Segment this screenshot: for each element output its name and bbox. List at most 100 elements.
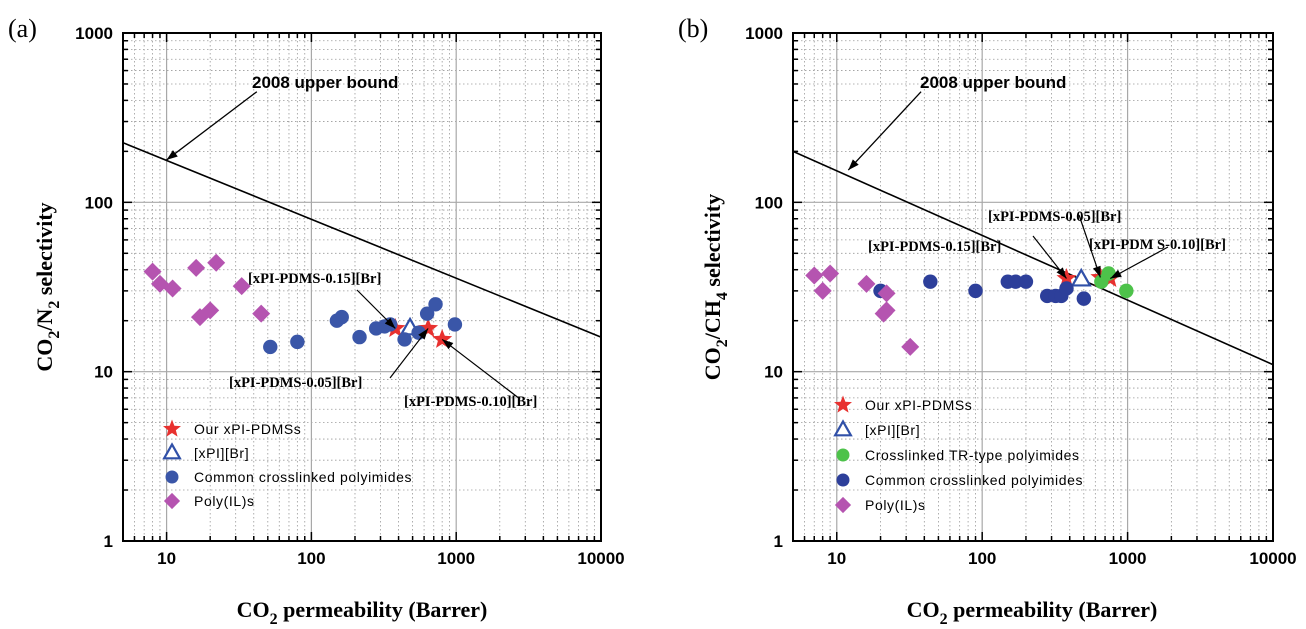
annotation-label: [xPI-PDMS-0.15][Br] — [868, 239, 1001, 255]
x-tick-label: 10000 — [577, 549, 624, 568]
upper-bound-label: 2008 upper bound — [252, 73, 398, 92]
annotation-label: [xPI-PDMS-0.05][Br] — [229, 375, 362, 391]
data-point — [821, 264, 840, 283]
annotation-arrowhead — [1093, 265, 1101, 278]
y-tick-label: 100 — [85, 193, 113, 212]
data-point — [232, 277, 251, 296]
annotation-label: [xPI-PDMS-0.05][Br] — [988, 209, 1121, 225]
x-axis-label: CO2 permeability (Barrer) — [907, 597, 1158, 628]
chart-panel-b: 10 100 1000 10000 1 10 100 1000 (b) CO2 permeabil… — [678, 14, 1297, 628]
x-tick-label: 1000 — [1109, 549, 1147, 568]
legend: Our xPI-PDMSs [xPI][Br] Common crosslinked… — [162, 419, 412, 510]
legend-label: Poly(IL)s — [865, 497, 926, 513]
data-point — [1008, 274, 1023, 289]
data-point — [1076, 291, 1092, 306]
legend-label: Poly(IL)s — [194, 493, 255, 509]
x-axis-label: CO2 permeability (Barrer) — [237, 597, 488, 628]
upper-bound-arrow — [166, 91, 258, 161]
data-point — [1070, 267, 1092, 287]
upper-bound-line — [123, 141, 601, 338]
data-point — [1059, 281, 1074, 296]
data-point — [877, 301, 896, 320]
major-gridlines — [123, 33, 601, 541]
legend-marker — [836, 473, 850, 487]
legend-marker — [163, 492, 181, 510]
annotation-label: [xPI-PDM S-0.10][Br] — [1089, 237, 1226, 253]
series-common-crosslinked-polyimides — [263, 297, 463, 355]
data-point — [252, 304, 271, 323]
data-point — [968, 283, 983, 299]
annotation-arrowhead — [384, 317, 396, 329]
x-tick-label: 100 — [968, 549, 996, 568]
data-point — [1018, 274, 1034, 289]
data-point — [397, 332, 412, 347]
series--xpi-br- — [1070, 267, 1092, 287]
annotation-label: [xPI-PDMS-0.10][Br] — [404, 394, 537, 410]
legend-marker — [834, 496, 852, 514]
data-point — [419, 306, 435, 321]
upper-bound-label: 2008 upper bound — [920, 73, 1066, 92]
annotation-arrow — [441, 338, 521, 400]
data-point — [334, 309, 349, 325]
data-point — [143, 262, 162, 281]
x-tick-label: 10000 — [1249, 549, 1296, 568]
y-tick-label: 1 — [774, 532, 783, 551]
legend-label: [xPI][Br] — [865, 422, 920, 438]
legend-marker — [162, 442, 182, 460]
data-point — [352, 329, 367, 345]
minor-gridlines — [793, 33, 1273, 541]
data-point — [901, 337, 920, 356]
annotation-arrowhead — [1110, 269, 1122, 279]
annotation-arrowhead — [1056, 267, 1067, 279]
legend: Our xPI-PDMSs [xPI][Br] Crosslinked TR-typ… — [833, 395, 1083, 514]
data-point — [163, 279, 182, 298]
data-point — [201, 301, 220, 320]
annotation-arrow — [1078, 214, 1101, 278]
data-point — [207, 253, 226, 272]
data-point — [923, 274, 938, 289]
data-point — [187, 258, 206, 277]
data-point — [805, 266, 824, 285]
y-tick-label: 1000 — [75, 24, 113, 43]
axis-ticks — [122, 32, 602, 542]
legend-label: Crosslinked TR-type polyimides — [865, 447, 1080, 463]
y-tick-label: 1000 — [745, 24, 783, 43]
annotation-arrowhead — [418, 328, 429, 340]
data-point — [290, 334, 305, 350]
y-tick-label: 1 — [104, 532, 113, 551]
annotation-label: [xPI-PDMS-0.15][Br] — [248, 271, 381, 287]
plot-frame — [122, 32, 602, 542]
y-tick-label: 10 — [764, 363, 783, 382]
x-tick-label: 10 — [157, 549, 176, 568]
data-point — [428, 297, 443, 312]
chart-panel-a: 10 100 1000 10000 1 10 100 1000 (a) CO2 permeabil… — [8, 14, 625, 628]
data-point — [1056, 267, 1077, 287]
upper-bound-arrow — [847, 91, 922, 171]
legend-marker — [163, 419, 181, 437]
legend-label: [xPI][Br] — [194, 445, 249, 461]
data-point — [813, 281, 832, 300]
legend-label: Common crosslinked polyimides — [194, 469, 412, 485]
data-point — [418, 317, 439, 337]
plot-frame — [792, 32, 1274, 542]
data-point — [1119, 283, 1134, 299]
series-poly-il-s — [143, 253, 271, 327]
x-tick-label: 100 — [297, 549, 325, 568]
data-point — [1101, 266, 1116, 281]
panel-label: (b) — [678, 14, 708, 43]
y-axis-label: CO2/N2 selectivity — [32, 202, 63, 371]
data-point — [432, 328, 453, 348]
axis-ticks — [792, 32, 1274, 542]
annotation-arrowhead — [442, 339, 454, 350]
minor-gridlines — [123, 33, 601, 541]
y-axis-label: CO2/CH4 selectivity — [700, 194, 731, 380]
legend-marker — [165, 470, 179, 484]
legend-label: Common crosslinked polyimides — [865, 472, 1083, 488]
upper-bound-arrowhead — [848, 159, 859, 171]
x-tick-label: 10 — [827, 549, 846, 568]
legend-label: Our xPI-PDMSs — [194, 421, 301, 437]
panel-label: (a) — [8, 14, 37, 43]
data-point — [877, 284, 896, 303]
